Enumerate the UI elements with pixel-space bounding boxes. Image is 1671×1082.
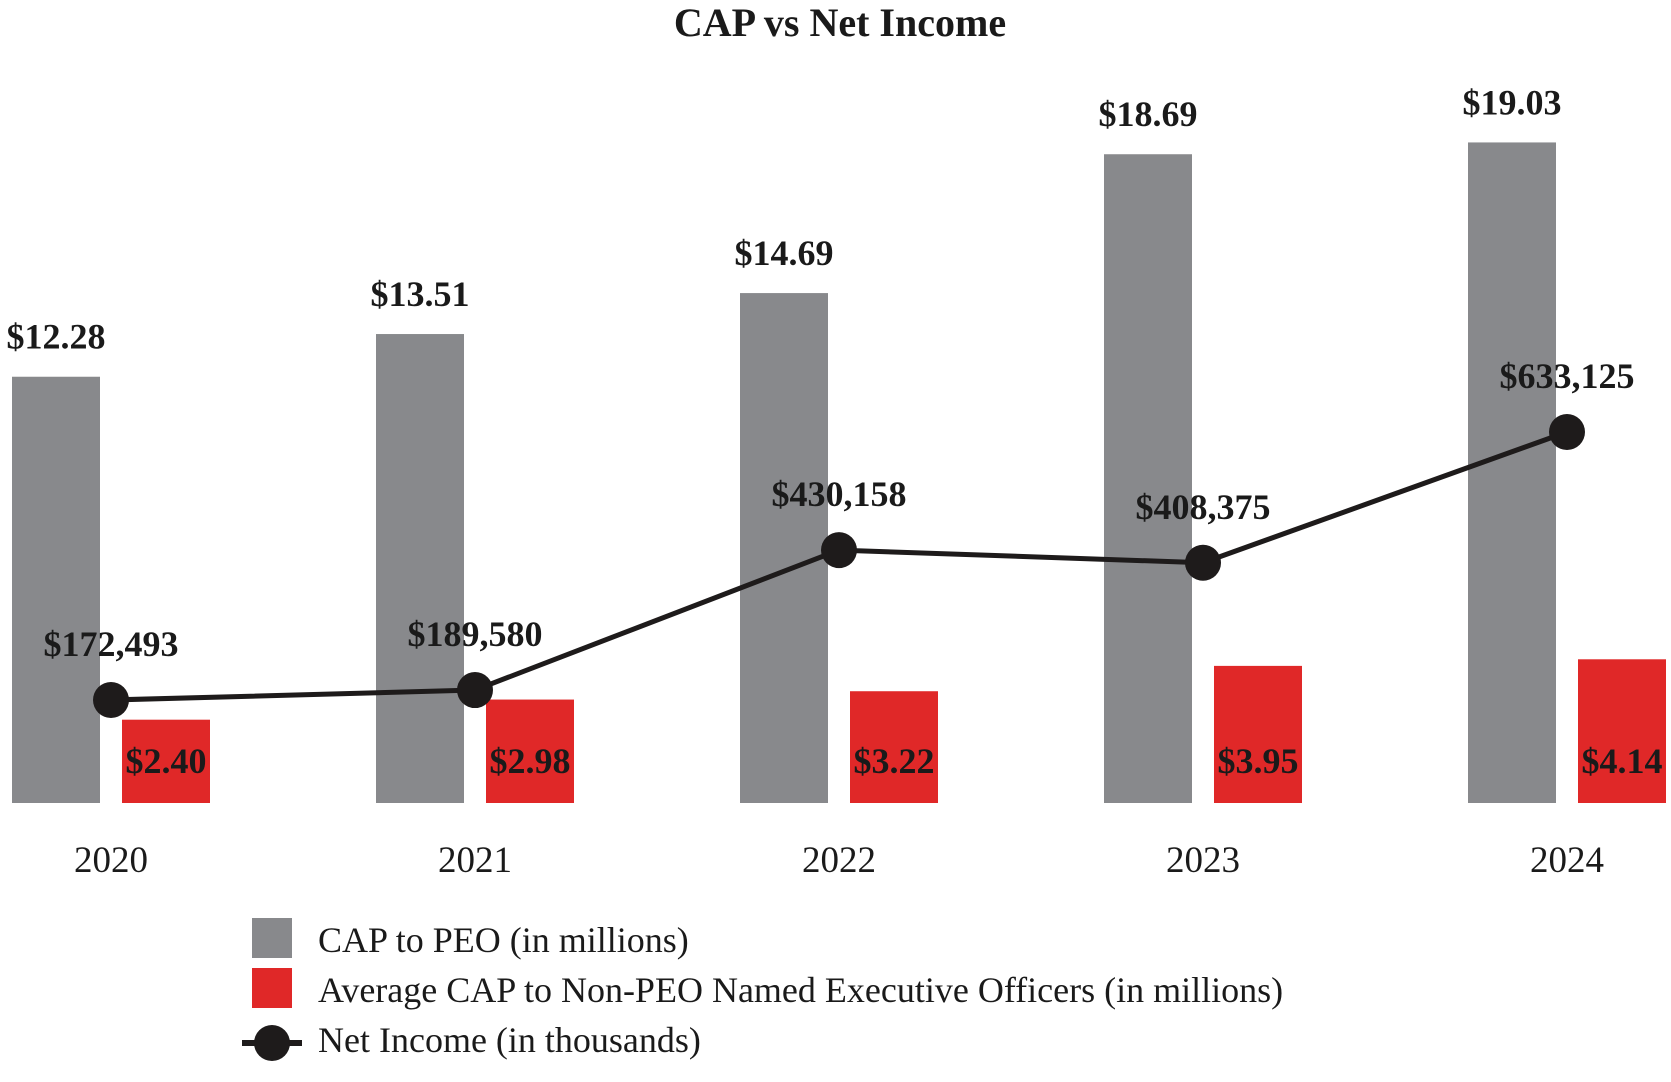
chart-title: CAP vs Net Income: [674, 0, 1006, 45]
label-net-income-2024: $633,125: [1500, 356, 1635, 396]
label-non-peo-2022: $3.22: [854, 741, 935, 781]
x-tick-2024: 2024: [1530, 840, 1604, 881]
net-income-line-layer: [93, 414, 1585, 718]
label-net-income-2023: $408,375: [1136, 487, 1271, 527]
bar-non-peo-2023: [1214, 665, 1302, 803]
label-peo-2022: $14.69: [735, 233, 834, 273]
bar-peo-2021: [376, 334, 464, 803]
legend-swatch-peo: [252, 918, 292, 958]
legend-label-peo: CAP to PEO (in millions): [318, 920, 689, 960]
label-non-peo-2020: $2.40: [126, 741, 207, 781]
net-income-point-2023: [1185, 544, 1221, 581]
x-tick-2022: 2022: [802, 840, 876, 881]
legend: CAP to PEO (in millions) Average CAP to N…: [242, 918, 1283, 1061]
label-peo-2020: $12.28: [7, 317, 106, 357]
label-non-peo-2023: $3.95: [1218, 741, 1299, 781]
bar-non-peo-2021: [486, 699, 574, 803]
label-peo-2023: $18.69: [1099, 94, 1198, 134]
legend-label-non-peo: Average CAP to Non-PEO Named Executive O…: [318, 970, 1283, 1010]
legend-label-net-income: Net Income (in thousands): [318, 1020, 701, 1060]
bar-non-peo-2022: [850, 691, 938, 803]
net-income-point-2022: [821, 532, 857, 569]
net-income-point-2024: [1549, 414, 1585, 450]
bar-peo-2020: [12, 376, 100, 803]
bar-non-peo-2024: [1578, 659, 1666, 803]
label-non-peo-2021: $2.98: [490, 741, 571, 781]
label-net-income-2020: $172,493: [44, 624, 179, 664]
bar-non-peo-2020: [122, 719, 210, 803]
value-labels-layer: $12.28 $2.40 $13.51 $2.98 $14.69 $3.22 $18.69 $…: [7, 82, 1663, 781]
legend-swatch-net-income-point: [254, 1025, 290, 1061]
label-non-peo-2024: $4.14: [1582, 741, 1663, 781]
label-peo-2021: $13.51: [371, 274, 470, 314]
x-tick-2020: 2020: [74, 840, 148, 881]
bars-layer: [12, 142, 1666, 804]
x-tick-2021: 2021: [438, 840, 512, 881]
label-net-income-2021: $189,580: [408, 614, 543, 654]
bar-peo-2022: [740, 293, 828, 803]
net-income-point-2020: [93, 682, 129, 718]
bar-peo-2023: [1104, 154, 1192, 803]
legend-swatch-non-peo: [252, 968, 292, 1008]
label-net-income-2022: $430,158: [772, 474, 907, 514]
label-peo-2024: $19.03: [1463, 82, 1562, 122]
x-axis-ticks: 2020 2021 2022 2023 2024: [74, 840, 1604, 881]
x-tick-2023: 2023: [1166, 840, 1240, 881]
net-income-point-2021: [457, 672, 493, 709]
bar-peo-2024: [1468, 142, 1556, 804]
